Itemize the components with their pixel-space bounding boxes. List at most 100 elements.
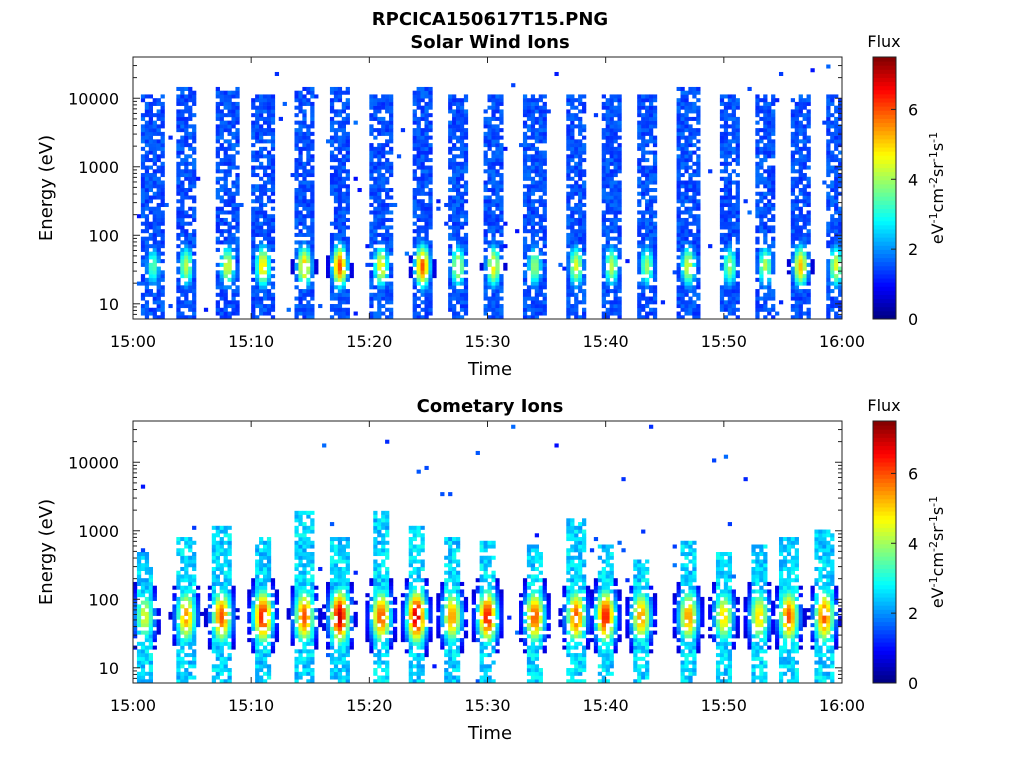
- heatmap-cell: [306, 300, 311, 305]
- heatmap-cell: [148, 173, 153, 178]
- heatmap-cell: [755, 109, 760, 114]
- heatmap-cell: [148, 255, 153, 260]
- heatmap-cell: [176, 94, 181, 99]
- heatmap-cell: [369, 131, 374, 136]
- heatmap-cell: [534, 116, 540, 121]
- heatmap-cell: [294, 255, 299, 260]
- heatmap-cell: [499, 165, 504, 170]
- heatmap-cell: [337, 98, 343, 103]
- heatmap-cell: [838, 101, 843, 106]
- heatmap-cell: [794, 124, 799, 129]
- heatmap-cell: [676, 195, 681, 200]
- heatmap-cell: [755, 255, 760, 260]
- heatmap-cell: [373, 199, 378, 204]
- heatmap-cell: [314, 270, 319, 275]
- heatmap-cell: [723, 139, 729, 144]
- heatmap-cell: [235, 128, 240, 133]
- heatmap-cell: [680, 184, 685, 189]
- heatmap-cell: [755, 225, 760, 230]
- heatmap-cell: [176, 277, 181, 282]
- heatmap-cell: [188, 300, 193, 305]
- heatmap-cell: [491, 274, 496, 279]
- heatmap-cell: [542, 274, 547, 279]
- heatmap-cell: [727, 94, 733, 99]
- heatmap-cell: [688, 109, 693, 114]
- heatmap-cell: [798, 139, 803, 144]
- heatmap-cell: [652, 173, 658, 178]
- heatmap-cell: [637, 307, 642, 312]
- heatmap-cell: [790, 139, 796, 144]
- heatmap-cell: [180, 158, 185, 163]
- heatmap-cell: [463, 184, 469, 189]
- heatmap-cell: [259, 176, 264, 181]
- heatmap-cell: [778, 300, 784, 305]
- heatmap-cell: [806, 236, 811, 241]
- heatmap-cell: [148, 274, 153, 279]
- heatmap-cell: [542, 180, 547, 185]
- heatmap-cell: [696, 180, 701, 185]
- heatmap-cell: [538, 161, 543, 166]
- heatmap-cell: [144, 285, 150, 290]
- heatmap-cell: [499, 161, 504, 166]
- heatmap-cell: [448, 161, 453, 166]
- heatmap-cell: [798, 146, 803, 151]
- heatmap-cell: [294, 202, 299, 208]
- heatmap-cell: [144, 270, 150, 275]
- heatmap-cell: [680, 232, 685, 237]
- heatmap-cell: [333, 304, 339, 309]
- heatmap-cell: [416, 315, 421, 320]
- heatmap-cell: [652, 135, 658, 140]
- heatmap-cell: [826, 116, 831, 121]
- heatmap-cell: [566, 128, 571, 133]
- heatmap-cell: [223, 161, 228, 166]
- heatmap-cell: [140, 277, 146, 282]
- heatmap-cell: [389, 232, 394, 237]
- heatmap-cell: [645, 199, 650, 204]
- heatmap-cell: [692, 285, 697, 290]
- heatmap-cell: [676, 158, 681, 163]
- heatmap-cell: [416, 94, 421, 99]
- heatmap-cell: [538, 285, 543, 290]
- heatmap-cell: [652, 158, 658, 163]
- heatmap-cell: [424, 225, 429, 230]
- heatmap-cell: [270, 247, 276, 252]
- heatmap-cell: [723, 292, 729, 297]
- heatmap-cell: [424, 262, 429, 267]
- heatmap-cell: [601, 169, 606, 174]
- heatmap-cell: [566, 165, 571, 170]
- heatmap-cell: [144, 292, 150, 297]
- heatmap-cell: [326, 262, 331, 267]
- heatmap-cell: [605, 116, 610, 121]
- heatmap-cell: [302, 98, 307, 103]
- heatmap-cell: [755, 154, 760, 159]
- heatmap-cell: [747, 210, 752, 215]
- heatmap-cell: [160, 251, 165, 256]
- heatmap-cell: [270, 101, 276, 106]
- heatmap-cell: [452, 225, 457, 230]
- heatmap-cell: [255, 255, 260, 260]
- heatmap-cell: [767, 146, 772, 151]
- heatmap-cell: [452, 236, 457, 241]
- heatmap-cell: [617, 98, 622, 103]
- heatmap-cell: [652, 210, 658, 215]
- heatmap-cell: [652, 225, 658, 230]
- heatmap-cell: [802, 165, 807, 170]
- heatmap-cell: [223, 315, 228, 320]
- heatmap-cell: [294, 98, 299, 103]
- heatmap-cell: [759, 191, 764, 196]
- heatmap-cell: [455, 124, 461, 129]
- heatmap-cell: [534, 214, 540, 219]
- heatmap-cell: [574, 191, 579, 196]
- heatmap-cell: [759, 281, 764, 286]
- heatmap-cell: [459, 307, 465, 312]
- heatmap-cell: [180, 113, 185, 118]
- heatmap-cell: [570, 188, 575, 193]
- heatmap-cell: [160, 315, 165, 320]
- heatmap-cell: [455, 128, 461, 133]
- heatmap-cell: [389, 244, 394, 249]
- heatmap-cell: [578, 154, 583, 159]
- heatmap-cell: [455, 206, 461, 211]
- heatmap-cell: [834, 206, 839, 211]
- heatmap-cell: [156, 131, 161, 136]
- heatmap-cell: [538, 229, 543, 234]
